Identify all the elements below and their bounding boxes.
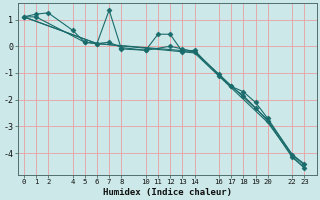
X-axis label: Humidex (Indice chaleur): Humidex (Indice chaleur) — [103, 188, 232, 197]
